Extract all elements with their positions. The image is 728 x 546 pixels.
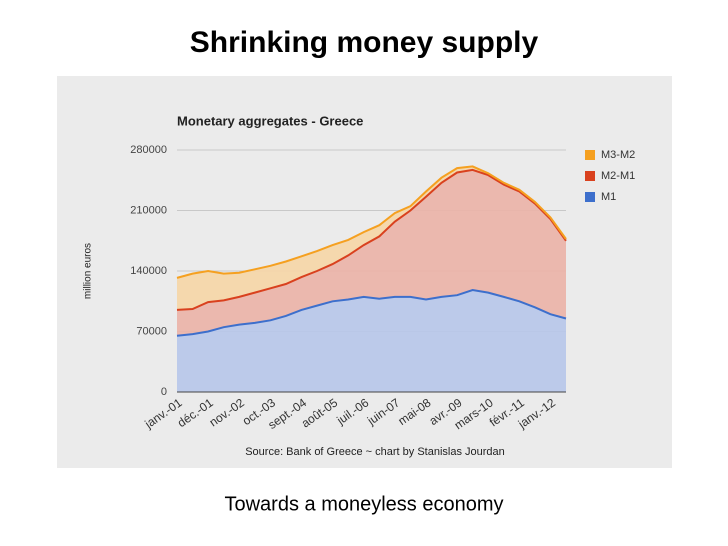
legend-label: M1 <box>601 191 616 203</box>
caption: Towards a moneyless economy <box>224 493 503 515</box>
area-fill <box>177 169 566 336</box>
source-note: Source: Bank of Greece ~ chart by Stanis… <box>245 446 505 458</box>
y-tick-label: 70000 <box>136 325 167 337</box>
legend-label: M3-M2 <box>601 149 635 161</box>
legend-swatch <box>585 192 595 202</box>
y-tick-label: 140000 <box>130 265 167 277</box>
area-line <box>176 288 567 337</box>
legend-swatch <box>585 171 595 181</box>
y-tick-label: 210000 <box>130 204 167 216</box>
area-line <box>176 168 567 311</box>
slide-title: Shrinking money supply <box>190 26 539 59</box>
y-tick-label: 0 <box>161 386 167 398</box>
y-axis-label: million euros <box>83 243 94 299</box>
area-fill <box>177 166 566 310</box>
area-line <box>176 165 567 279</box>
chart-title: Monetary aggregates - Greece <box>177 113 363 128</box>
legend-label: M2-M1 <box>601 170 635 182</box>
area-fill <box>177 290 566 392</box>
legend-swatch <box>585 150 595 160</box>
y-tick-label: 280000 <box>130 144 167 156</box>
